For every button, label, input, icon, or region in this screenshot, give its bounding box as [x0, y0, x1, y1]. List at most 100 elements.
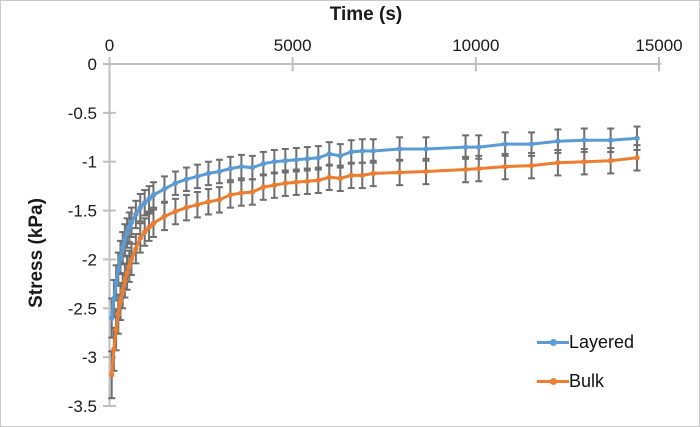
x-tick-label: 5000: [274, 36, 312, 55]
y-tick-label: -2: [82, 250, 97, 269]
series-marker-layered: [249, 164, 256, 171]
series-marker-layered: [359, 148, 365, 154]
series-marker-layered: [326, 151, 332, 157]
series-marker-bulk: [238, 190, 245, 196]
series-marker-layered: [581, 137, 587, 143]
y-tick-label: -1: [82, 153, 97, 172]
legend-label-layered: Layered: [569, 332, 635, 352]
series-marker-bulk: [502, 163, 508, 170]
series-marker-layered: [137, 204, 143, 211]
series-marker-layered: [476, 144, 482, 150]
series-marker-layered: [172, 180, 179, 186]
series-marker-bulk: [528, 162, 535, 169]
series-marker-layered: [528, 141, 535, 147]
series-marker-layered: [111, 295, 117, 302]
series-marker-layered: [260, 161, 267, 167]
series-marker-bulk: [282, 180, 288, 186]
series-marker-bulk: [115, 311, 122, 317]
series-marker-layered: [120, 245, 126, 251]
series-marker-bulk: [120, 288, 126, 294]
series-marker-bulk: [128, 256, 135, 263]
series-marker-layered: [194, 173, 201, 180]
series-marker-layered: [304, 156, 310, 162]
series-marker-bulk: [122, 278, 128, 284]
series-marker-bulk: [249, 189, 256, 195]
series-marker-layered: [146, 196, 152, 202]
series-marker-layered: [150, 192, 157, 198]
series-marker-bulk: [142, 229, 148, 235]
series-marker-bulk: [260, 184, 267, 190]
series-marker-bulk: [359, 172, 365, 179]
series-marker-layered: [126, 224, 132, 230]
series-marker-bulk: [150, 220, 157, 226]
series-marker-bulk: [326, 174, 332, 180]
series-marker-bulk: [337, 175, 343, 181]
series-marker-bulk: [304, 178, 310, 184]
series-marker-layered: [315, 155, 321, 161]
series-marker-layered: [183, 176, 190, 182]
series-marker-layered: [161, 186, 168, 192]
series-marker-layered: [396, 146, 403, 152]
y-tick-label: -0.5: [68, 104, 97, 123]
series-marker-bulk: [161, 213, 168, 220]
series-marker-bulk: [423, 168, 429, 175]
series-marker-layered: [348, 149, 354, 155]
series-marker-bulk: [146, 224, 152, 230]
series-marker-bulk: [133, 246, 139, 252]
series-marker-bulk: [396, 169, 403, 176]
layered-series-marker-icon: [537, 327, 569, 357]
series-marker-layered: [142, 200, 148, 206]
series-marker-bulk: [172, 208, 179, 215]
series-marker-bulk: [137, 235, 143, 241]
series-marker-layered: [502, 141, 508, 147]
series-marker-bulk: [293, 179, 299, 185]
legend: Layered Bulk: [537, 327, 634, 396]
series-marker-bulk: [126, 263, 132, 269]
series-marker-layered: [109, 315, 115, 321]
series-marker-bulk: [476, 165, 482, 172]
y-tick-label: -1.5: [68, 202, 97, 221]
y-tick-label: -3.5: [68, 397, 97, 416]
series-marker-bulk: [581, 159, 587, 165]
series-marker-layered: [462, 144, 469, 150]
x-tick-label: 0: [105, 36, 114, 55]
y-tick-label: -3: [82, 348, 97, 367]
series-marker-bulk: [462, 166, 469, 173]
series-marker-layered: [370, 148, 376, 154]
series-marker-bulk: [205, 199, 212, 205]
series-marker-layered: [634, 135, 640, 141]
x-tick-label: 10000: [452, 36, 499, 55]
series-marker-layered: [113, 280, 119, 286]
series-marker-bulk: [348, 172, 354, 179]
series-marker-layered: [271, 159, 278, 165]
series-marker-layered: [238, 163, 245, 170]
series-marker-bulk: [194, 202, 201, 208]
series-marker-bulk: [227, 192, 234, 198]
series-marker-bulk: [634, 155, 640, 161]
legend-label-bulk: Bulk: [569, 371, 605, 391]
series-marker-layered: [124, 230, 130, 236]
series-marker-layered: [555, 138, 561, 144]
bulk-series-marker-icon: [537, 366, 569, 396]
series-marker-bulk: [216, 197, 223, 203]
series-marker-layered: [117, 254, 124, 261]
series-marker-bulk: [113, 327, 119, 333]
series-marker-layered: [607, 137, 614, 143]
series-marker-layered: [133, 211, 139, 218]
series-marker-layered: [128, 219, 135, 225]
series-marker-layered: [216, 168, 223, 175]
y-tick-label: 0: [88, 55, 97, 74]
legend-item-bulk: Bulk: [537, 366, 634, 396]
y-tick-label: -2.5: [68, 299, 97, 318]
series-marker-bulk: [183, 204, 190, 211]
series-marker-layered: [423, 146, 429, 152]
x-axis-title: Time (s): [329, 4, 403, 25]
series-marker-bulk: [124, 270, 130, 276]
series-marker-layered: [115, 266, 122, 272]
series-marker-layered: [122, 237, 128, 243]
series-marker-bulk: [555, 160, 561, 166]
x-tick-label: 15000: [635, 36, 682, 55]
series-marker-bulk: [111, 346, 117, 352]
